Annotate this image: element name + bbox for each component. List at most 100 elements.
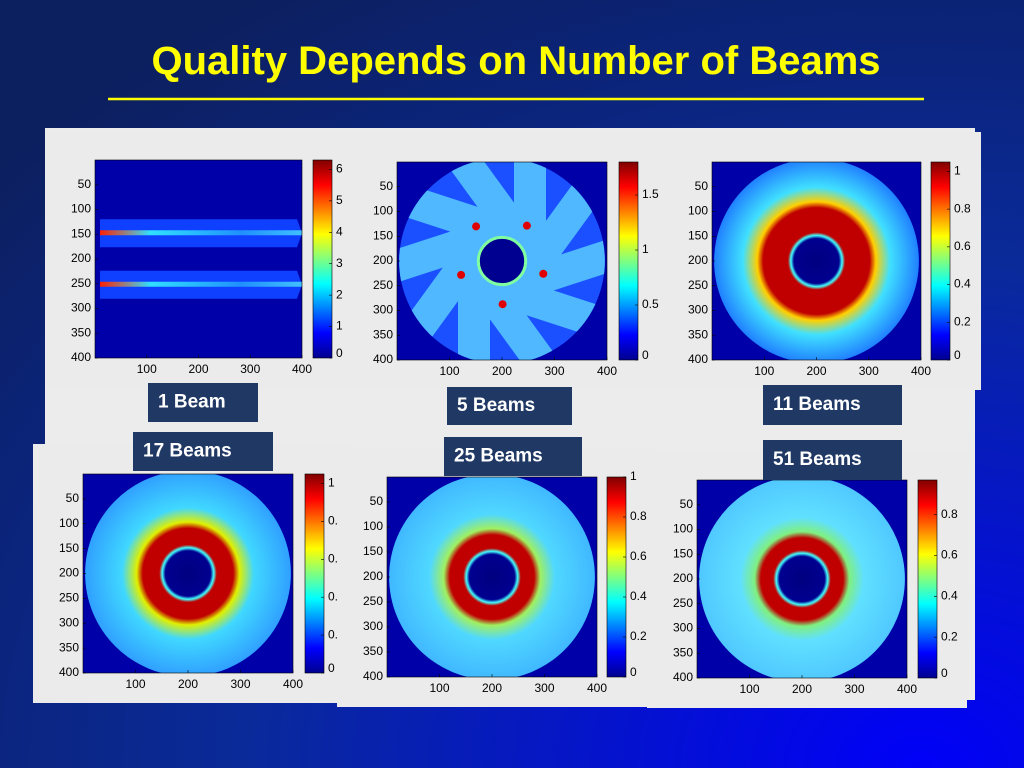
heatmap — [95, 160, 302, 358]
heatmap — [712, 162, 921, 360]
colorbar-tick-label: 1 — [630, 469, 637, 483]
y-tick-label: 100 — [673, 522, 693, 536]
hot-spot — [522, 221, 531, 230]
x-tick-label: 100 — [439, 364, 459, 378]
y-tick-label: 50 — [370, 494, 384, 508]
x-tick-label: 400 — [597, 364, 617, 378]
x-tick-label: 300 — [844, 682, 864, 696]
x-tick-label: 200 — [482, 681, 502, 695]
y-tick-label: 350 — [71, 325, 91, 339]
colorbar — [618, 161, 639, 361]
y-tick-label: 350 — [688, 327, 708, 341]
panel-label: 11 Beams — [773, 394, 861, 415]
heatmap — [83, 474, 293, 673]
y-tick-label: 100 — [363, 519, 383, 533]
figure: 50 100 150 200 250 300 350 400 100 200 300 400 0 0.5 1… — [347, 132, 667, 390]
y-tick-label: 300 — [59, 615, 79, 629]
colorbar-tick-label: 1.5 — [642, 187, 659, 201]
y-tick-label: 100 — [688, 204, 708, 218]
beam-spokes — [399, 162, 605, 360]
colorbar-tick-label: 1 — [642, 242, 649, 256]
y-tick-label: 150 — [59, 541, 79, 555]
y-tick-label: 250 — [673, 596, 693, 610]
heatmap — [397, 162, 607, 360]
y-tick-label: 200 — [373, 253, 393, 267]
colorbar — [606, 476, 627, 678]
y-tick-label: 50 — [380, 179, 394, 193]
hot-spot — [498, 300, 507, 309]
y-tick-label: 400 — [59, 665, 79, 679]
y-tick-label: 150 — [688, 228, 708, 242]
beam-spoke — [399, 222, 489, 288]
colorbar-tick-label: 4 — [336, 224, 343, 238]
x-tick-label: 400 — [911, 364, 931, 378]
heatmap-background — [95, 160, 302, 358]
x-tick-label: 300 — [544, 364, 564, 378]
colorbar-tick-label: 1 — [336, 319, 343, 333]
y-tick-label: 300 — [363, 619, 383, 633]
x-tick-label: 200 — [188, 362, 208, 376]
colorbar-tick-label: 1 — [328, 476, 335, 490]
y-tick-label: 300 — [673, 621, 693, 635]
y-tick-label: 400 — [673, 670, 693, 684]
colorbar-tick-label: 0 — [941, 666, 948, 680]
dose-ring — [699, 480, 905, 678]
x-tick-label: 400 — [897, 682, 917, 696]
label-box — [444, 437, 582, 476]
colorbar-tick-label: 0.8 — [941, 507, 958, 521]
colorbar-tick-label: 0.4 — [941, 589, 958, 603]
x-tick-label: 200 — [492, 364, 512, 378]
label-box — [763, 440, 902, 480]
hot-spot — [457, 270, 466, 279]
panel-label: 17 Beams — [143, 441, 232, 462]
y-tick-label: 400 — [373, 352, 393, 366]
dose-stripe-core — [100, 281, 302, 287]
colorbar-tick-label: 6 — [336, 162, 343, 176]
label-box — [763, 385, 902, 425]
y-tick-label: 250 — [373, 278, 393, 292]
colorbar-tick-label: 0.2 — [630, 629, 647, 643]
panel-label: 1 Beam — [158, 392, 226, 413]
heatmap — [387, 477, 597, 677]
slide-title: Quality Depends on Number of Beams — [151, 39, 880, 83]
y-tick-label: 300 — [373, 303, 393, 317]
x-tick-label: 100 — [739, 682, 759, 696]
y-tick-label: 250 — [59, 591, 79, 605]
colorbar-tick-label: 3 — [336, 256, 343, 270]
colorbar — [304, 473, 325, 674]
colorbar-tick-label: 0 — [642, 348, 649, 362]
panel-label: 25 Beams — [454, 446, 543, 467]
y-tick-label: 350 — [363, 644, 383, 658]
colorbar-tick-label: 0 — [328, 661, 335, 675]
x-tick-label: 400 — [283, 677, 303, 691]
x-tick-label: 100 — [754, 364, 774, 378]
label-box — [133, 432, 273, 471]
colorbar-tick-label: 2 — [336, 287, 343, 301]
y-tick-label: 200 — [688, 253, 708, 267]
x-tick-label: 300 — [240, 362, 260, 376]
y-tick-label: 50 — [680, 497, 694, 511]
y-tick-label: 150 — [673, 546, 693, 560]
colorbar-tick-label: 0 — [336, 346, 343, 360]
y-tick-label: 50 — [695, 179, 709, 193]
colorbar-tick-label: 0.2 — [954, 314, 971, 328]
y-tick-label: 200 — [59, 566, 79, 580]
hot-spot — [472, 222, 481, 231]
x-tick-label: 200 — [792, 682, 812, 696]
colorbar — [917, 479, 938, 679]
colorbar-tick-label: 0.8 — [954, 201, 971, 215]
x-tick-label: 200 — [806, 364, 826, 378]
x-tick-label: 200 — [178, 677, 198, 691]
colorbar-tick-label: 0.5 — [642, 297, 659, 311]
y-tick-label: 250 — [71, 276, 91, 290]
y-tick-label: 250 — [688, 278, 708, 292]
y-tick-label: 350 — [673, 645, 693, 659]
label-box — [148, 383, 258, 422]
y-tick-label: 100 — [59, 516, 79, 530]
colorbar-tick-label: 0.6 — [941, 548, 958, 562]
colorbar-tick-label: 0 — [954, 348, 961, 362]
